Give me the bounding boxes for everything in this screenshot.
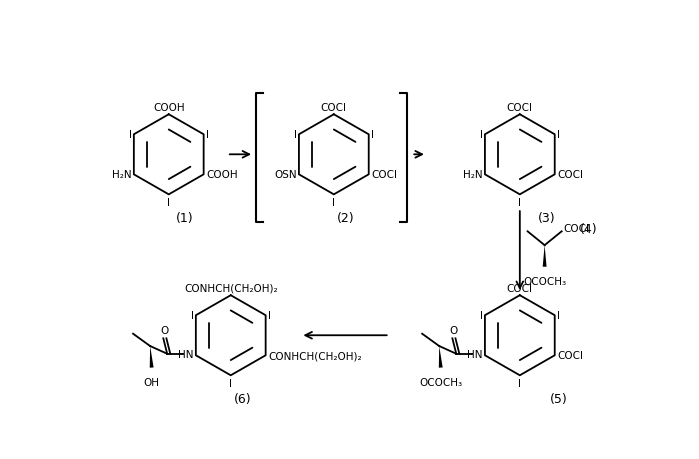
Text: HN: HN bbox=[178, 349, 194, 359]
Text: HN: HN bbox=[467, 349, 482, 359]
Text: (4): (4) bbox=[579, 222, 597, 235]
Text: I: I bbox=[480, 130, 482, 140]
Text: O: O bbox=[161, 325, 169, 336]
Text: (2): (2) bbox=[337, 212, 354, 225]
Text: OSN: OSN bbox=[274, 170, 296, 180]
Text: I: I bbox=[371, 130, 374, 140]
Text: I: I bbox=[332, 197, 336, 207]
Text: COCl: COCl bbox=[371, 170, 397, 180]
Text: COCl: COCl bbox=[563, 224, 589, 234]
Text: I: I bbox=[167, 197, 171, 207]
Text: I: I bbox=[229, 378, 232, 388]
Text: COOH: COOH bbox=[153, 103, 185, 113]
Text: H₂N: H₂N bbox=[463, 170, 482, 180]
Text: COCl: COCl bbox=[507, 103, 533, 113]
Text: I: I bbox=[557, 130, 560, 140]
Text: I: I bbox=[557, 311, 560, 320]
Polygon shape bbox=[150, 346, 154, 368]
Text: H₂N: H₂N bbox=[112, 170, 131, 180]
Text: I: I bbox=[480, 311, 482, 320]
Text: (5): (5) bbox=[549, 392, 568, 405]
Text: COOH: COOH bbox=[206, 170, 238, 180]
Text: OCOCH₃: OCOCH₃ bbox=[419, 377, 462, 387]
Text: COCl: COCl bbox=[557, 170, 583, 180]
Text: O: O bbox=[449, 325, 458, 336]
Text: CONHCH(CH₂OH)₂: CONHCH(CH₂OH)₂ bbox=[268, 351, 361, 360]
Text: (1): (1) bbox=[175, 212, 193, 225]
Text: I: I bbox=[129, 130, 131, 140]
Text: (3): (3) bbox=[538, 212, 556, 225]
Text: I: I bbox=[519, 378, 521, 388]
Text: OCOCH₃: OCOCH₃ bbox=[523, 276, 566, 286]
Text: I: I bbox=[206, 130, 209, 140]
Text: I: I bbox=[268, 311, 271, 320]
Text: I: I bbox=[294, 130, 296, 140]
Text: COCl: COCl bbox=[507, 283, 533, 293]
Text: (6): (6) bbox=[233, 392, 251, 405]
Text: CONHCH(CH₂OH)₂: CONHCH(CH₂OH)₂ bbox=[184, 283, 278, 293]
Polygon shape bbox=[439, 346, 442, 368]
Text: I: I bbox=[191, 311, 194, 320]
Text: COCl: COCl bbox=[557, 351, 583, 360]
Text: OH: OH bbox=[144, 377, 159, 387]
Text: I: I bbox=[519, 197, 521, 207]
Polygon shape bbox=[542, 246, 547, 267]
Text: COCl: COCl bbox=[321, 103, 347, 113]
